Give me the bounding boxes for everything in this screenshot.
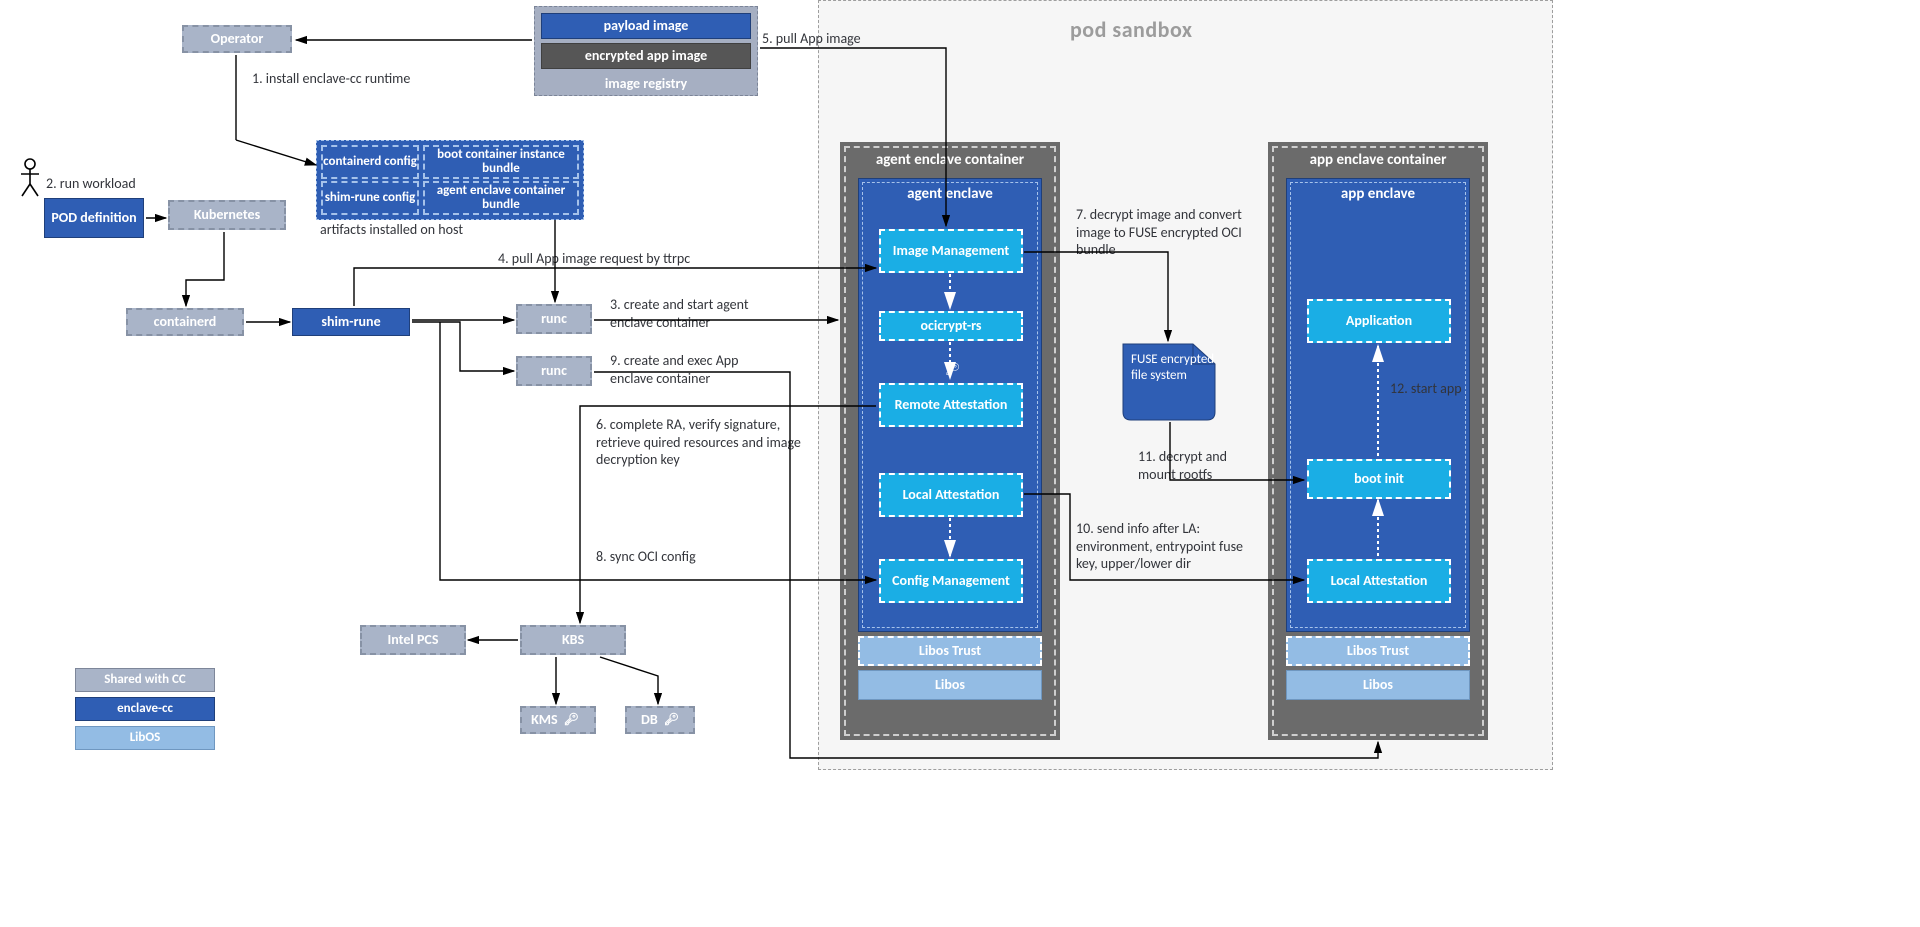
ocicrypt-rs-box: ocicrypt-rs bbox=[879, 311, 1023, 341]
image-registry-label: image registry bbox=[535, 76, 757, 93]
edge12-label: 12. start app bbox=[1390, 380, 1462, 398]
edge8-label: 8. sync OCI config bbox=[596, 548, 696, 566]
local-attestation-box: Local Attestation bbox=[879, 473, 1023, 517]
boot-init-box: boot init bbox=[1307, 459, 1451, 499]
edge11-label: 11. decrypt and mount rootfs bbox=[1138, 448, 1258, 483]
libos-trust-b-box: Libos Trust bbox=[1286, 636, 1470, 666]
db-label: DB bbox=[641, 712, 658, 729]
artifacts-box: containerd config boot container instanc… bbox=[316, 140, 584, 220]
edge7-label: 7. decrypt image and convert image to FU… bbox=[1076, 206, 1256, 259]
application-box: Application bbox=[1307, 299, 1451, 343]
config-management-box: Config Management bbox=[879, 559, 1023, 603]
key-icon: 🔑︎ bbox=[664, 713, 679, 727]
payload-image-box: payload image bbox=[541, 13, 751, 39]
edge5-label: 5. pull App image bbox=[762, 30, 861, 48]
runc2-box: runc bbox=[516, 356, 592, 386]
pod-definition-box: POD definition bbox=[44, 198, 144, 238]
runc1-box: runc bbox=[516, 304, 592, 334]
cfg-containerd: containerd config bbox=[321, 145, 419, 179]
edge10-label: 10. send info after LA: environment, ent… bbox=[1076, 520, 1266, 573]
fuse-file-label: FUSE encrypted file system bbox=[1131, 352, 1215, 383]
edge6-label: 6. complete RA, verify signature, retrie… bbox=[596, 416, 826, 469]
edge2-label: 2. run workload bbox=[46, 175, 136, 193]
shim-rune-box: shim-rune bbox=[292, 308, 410, 336]
db-box: DB 🔑︎ bbox=[625, 706, 695, 734]
containerd-box: containerd bbox=[126, 308, 244, 336]
libos-b-box: Libos bbox=[1286, 670, 1470, 700]
intel-pcs-box: Intel PCS bbox=[360, 625, 466, 655]
libos-a-box: Libos bbox=[858, 670, 1042, 700]
operator-box: Operator bbox=[182, 25, 292, 53]
libos-trust-a-box: Libos Trust bbox=[858, 636, 1042, 666]
legend-libos: LibOS bbox=[75, 726, 215, 750]
legend-enclave: enclave-cc bbox=[75, 697, 215, 721]
kms-box: KMS 🔑︎ bbox=[520, 706, 596, 734]
cfg-shim: shim-rune config bbox=[321, 181, 419, 215]
edge3-label: 3. create and start agent enclave contai… bbox=[610, 296, 790, 331]
kbs-box: KBS bbox=[520, 625, 626, 655]
pod-sandbox-label: pod sandbox bbox=[1070, 16, 1192, 44]
key-icon: 🔑︎ bbox=[945, 362, 960, 377]
local-attestation2-box: Local Attestation bbox=[1307, 559, 1451, 603]
app-enclave-body: app enclave Application boot init Local … bbox=[1286, 178, 1470, 632]
image-registry-box: payload image encrypted app image image … bbox=[534, 6, 758, 96]
cfg-boot: boot container instance bundle bbox=[423, 145, 579, 179]
kms-label: KMS bbox=[531, 712, 558, 729]
agent-enclave-body: agent enclave Image Management ocicrypt-… bbox=[858, 178, 1042, 632]
edge4-label: 4. pull App image request by ttrpc bbox=[498, 250, 690, 268]
encrypted-app-image-box: encrypted app image bbox=[541, 43, 751, 69]
key-icon: 🔑︎ bbox=[564, 713, 579, 727]
remote-attestation-box: Remote Attestation bbox=[879, 383, 1023, 427]
cfg-agent: agent enclave container bundle bbox=[423, 181, 579, 215]
user-icon bbox=[15, 156, 45, 200]
legend-shared: Shared with CC bbox=[75, 668, 215, 692]
artifacts-label: artifacts installed on host bbox=[320, 221, 463, 239]
edge9-label: 9. create and exec App enclave container bbox=[610, 352, 780, 387]
edge1-label: 1. install enclave-cc runtime bbox=[252, 70, 410, 88]
image-management-box: Image Management bbox=[879, 229, 1023, 273]
kubernetes-box: Kubernetes bbox=[168, 200, 286, 230]
